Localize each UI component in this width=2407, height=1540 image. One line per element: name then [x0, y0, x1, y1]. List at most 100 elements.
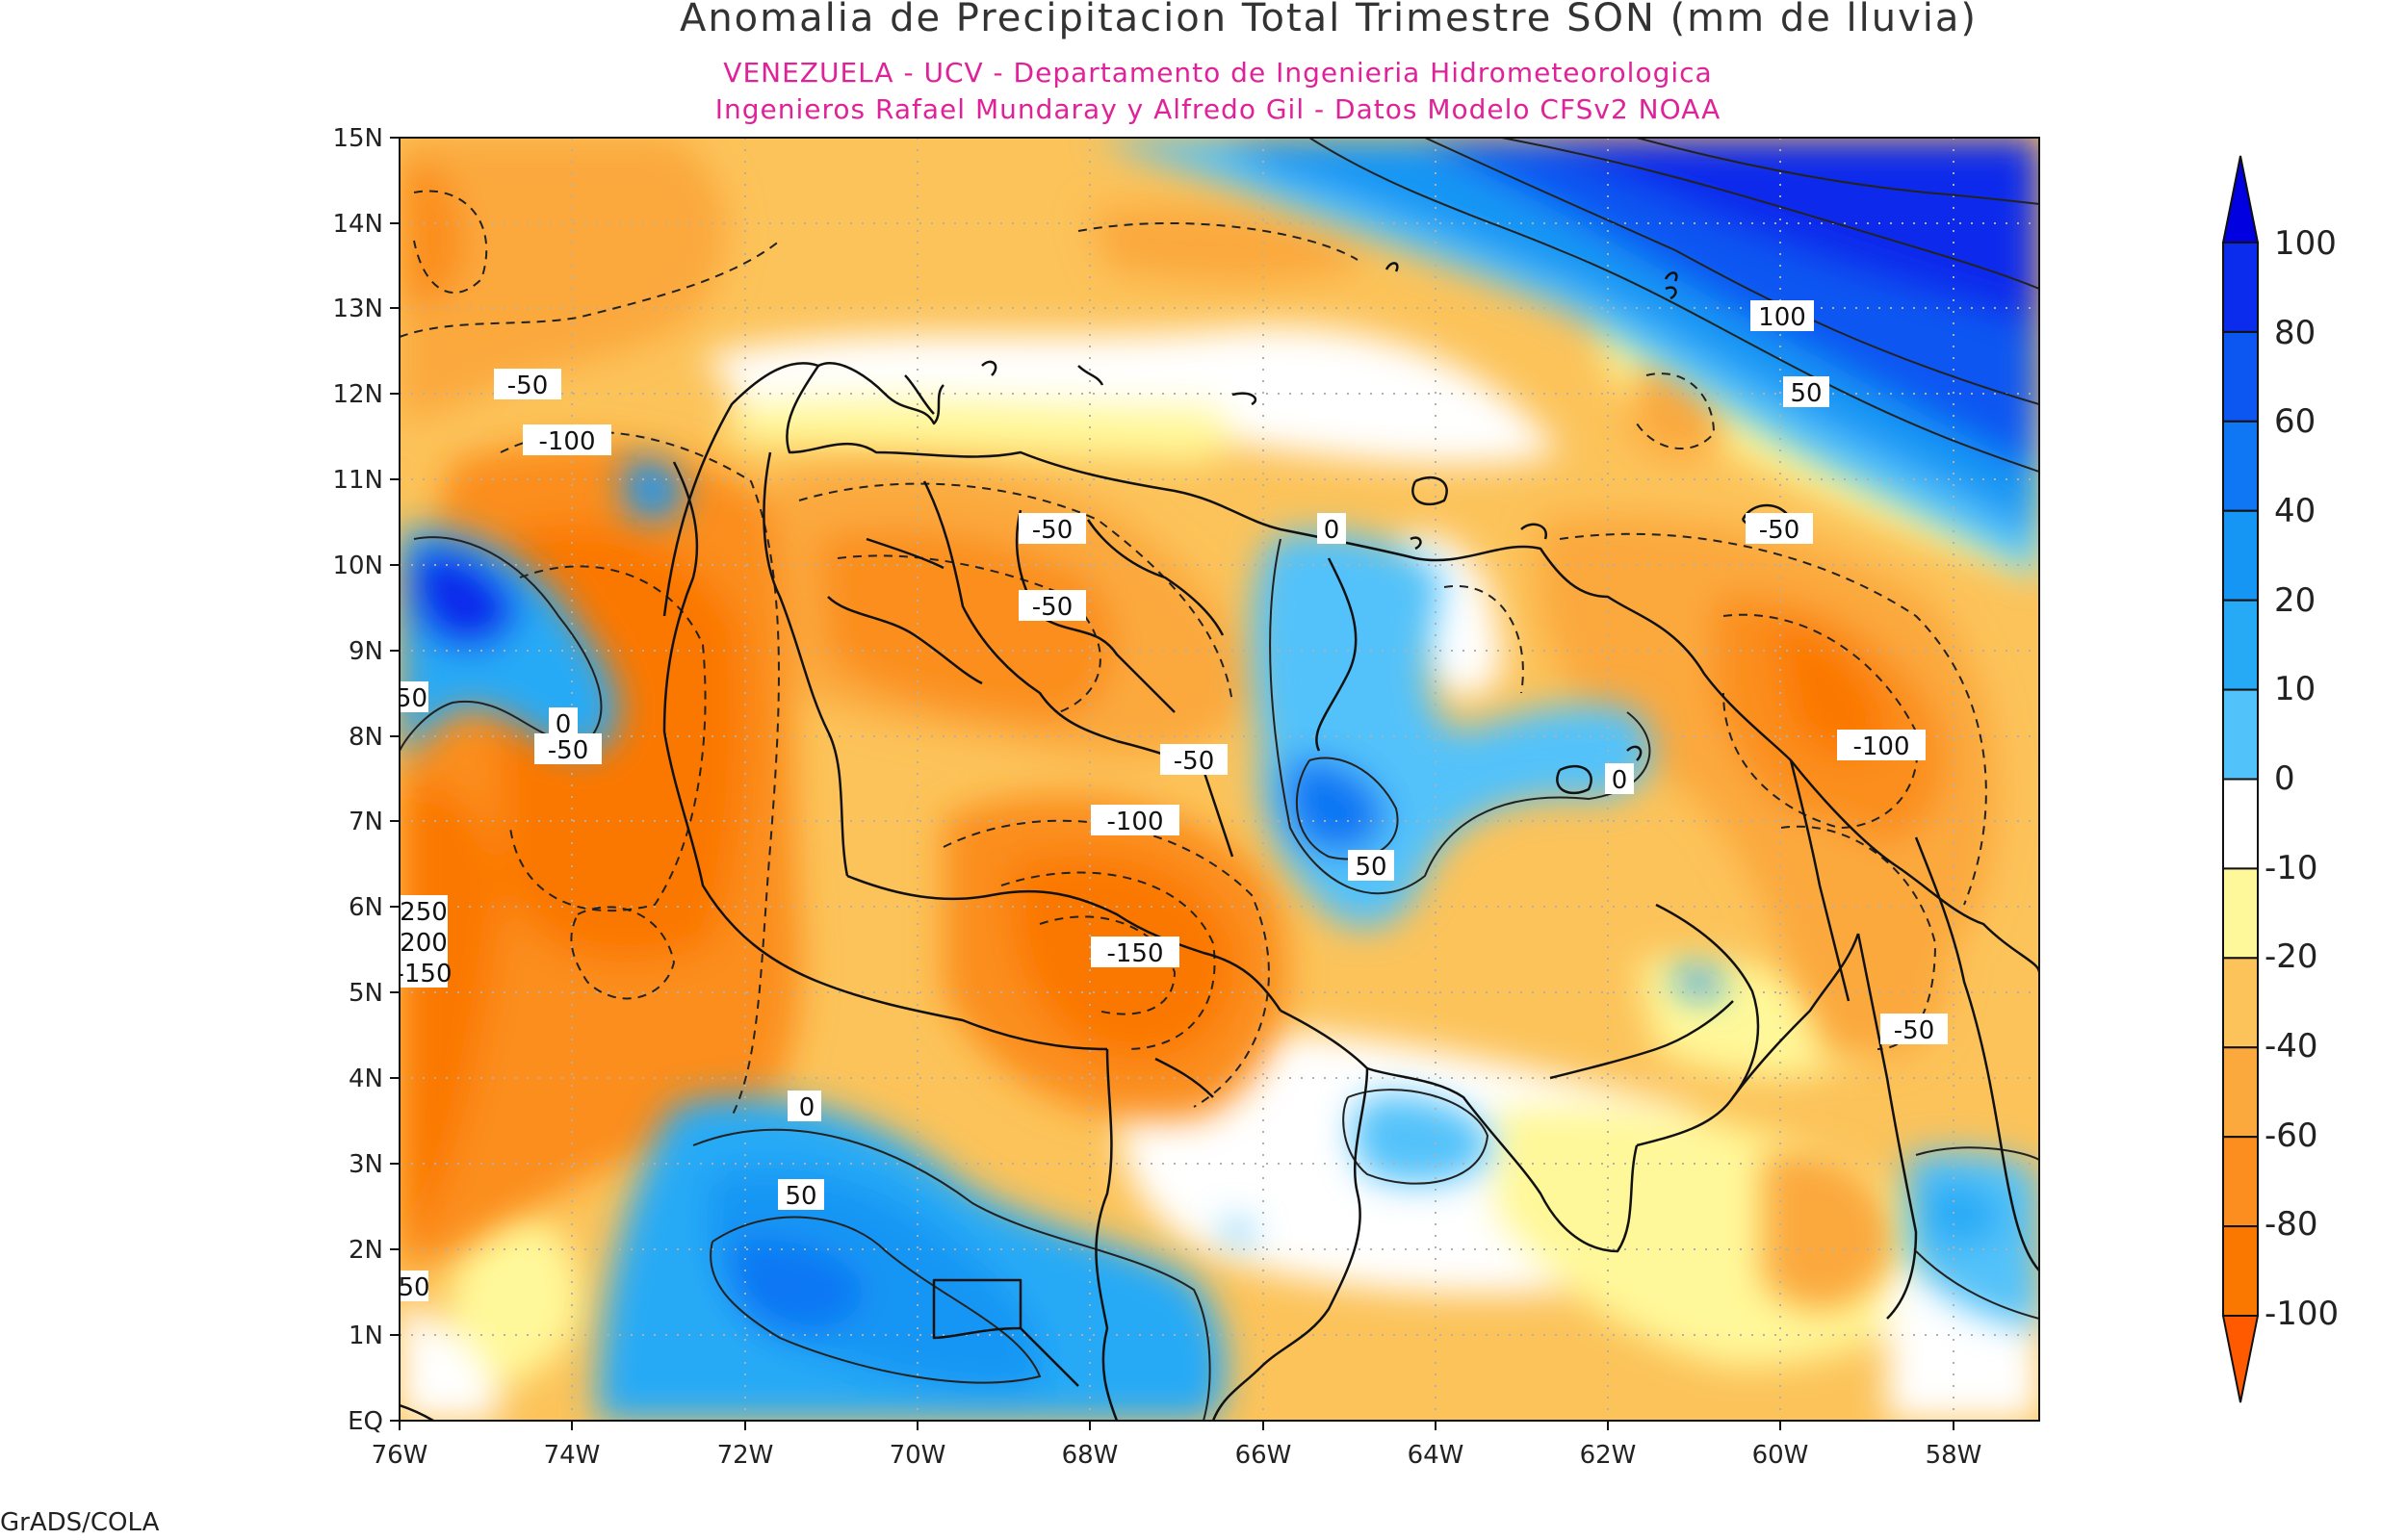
- contour-label: -150: [400, 957, 453, 988]
- svg-text:-50: -50: [507, 372, 548, 400]
- colorbar-segment: [2222, 1136, 2259, 1228]
- x-tick-label: 58W: [1926, 1441, 1982, 1470]
- map-subtitle-2: Ingenieros Rafael Mundaray y Alfredo Gil…: [715, 93, 1721, 125]
- x-tick-labels: 76W 74W 72W 70W 68W 66W 64W 62W 60W 58W: [372, 1441, 1982, 1470]
- svg-text:-100: -100: [1106, 808, 1163, 836]
- y-axis: [390, 137, 400, 1422]
- contour-label: 50: [398, 1270, 430, 1302]
- y-tick-label: EQ: [348, 1407, 383, 1436]
- x-tick-label: 72W: [717, 1441, 774, 1470]
- svg-text:50: 50: [785, 1182, 816, 1211]
- contour-lines-negative: [400, 190, 1987, 1117]
- x-tick-label: 76W: [372, 1441, 428, 1470]
- colorbar-segment: [2222, 1225, 2259, 1318]
- svg-text:-100: -100: [538, 427, 595, 456]
- colorbar-segment: [2222, 330, 2259, 423]
- colorbar-segment: [2222, 242, 2259, 333]
- svg-text:50: 50: [398, 1273, 429, 1302]
- contour-label: 200: [400, 926, 448, 958]
- colorbar-labels: 100 80 60 40 20 10 0 -10 -20 -40 -60 -80…: [2265, 224, 2339, 1333]
- svg-text:-100: -100: [1852, 732, 1909, 761]
- anomaly-fill-surplus: [400, 138, 2039, 1421]
- contour-label: 50: [1348, 850, 1394, 882]
- contour-label: -50: [494, 369, 561, 400]
- svg-text:0: 0: [1612, 766, 1628, 795]
- svg-text:100: 100: [1758, 303, 1806, 332]
- colorbar-label: -100: [2265, 1295, 2339, 1333]
- contour-label: 0: [799, 1093, 815, 1122]
- contour-label: -50: [534, 733, 602, 765]
- svg-text:-50: -50: [1759, 516, 1799, 545]
- colorbar-segment: [2222, 688, 2259, 781]
- contour-label: -100: [523, 424, 611, 456]
- svg-text:0: 0: [1324, 516, 1340, 545]
- y-tick-label: 2N: [349, 1236, 383, 1265]
- svg-text:250: 250: [400, 898, 448, 927]
- colorbar-label: -10: [2265, 849, 2318, 887]
- svg-text:-50: -50: [1174, 747, 1214, 776]
- y-tick-label: 12N: [332, 380, 383, 409]
- plot-frame: [399, 137, 2040, 1422]
- contour-label: 50: [1783, 376, 1829, 408]
- contour-label: 50: [778, 1179, 824, 1211]
- colorbar-segment: [2222, 957, 2259, 1049]
- svg-text:-150: -150: [1106, 939, 1163, 968]
- svg-text:-50: -50: [1032, 516, 1073, 545]
- y-tick-label: 7N: [349, 808, 383, 836]
- contour-label: -50: [1019, 513, 1086, 545]
- contour-label: -100: [1091, 805, 1179, 836]
- svg-text:-50: -50: [548, 736, 588, 765]
- colorbar-label: 60: [2274, 402, 2316, 441]
- colorbar-segment: [2222, 509, 2259, 602]
- contour-label: -100: [1837, 730, 1926, 761]
- x-tick-label: 70W: [890, 1441, 946, 1470]
- svg-text:50: 50: [1790, 379, 1822, 408]
- colorbar-segment: [2222, 867, 2259, 960]
- x-axis: [399, 1421, 1954, 1430]
- contour-label: -50: [387, 681, 428, 713]
- x-tick-label: 60W: [1752, 1441, 1809, 1470]
- colorbar-label: 40: [2274, 492, 2316, 530]
- x-tick-label: 62W: [1580, 1441, 1637, 1470]
- x-tick-label: 66W: [1235, 1441, 1292, 1470]
- colorbar: 100 80 60 40 20 10 0 -10 -20 -40 -60 -80…: [2221, 155, 2339, 1403]
- contour-label: -50: [1880, 1014, 1948, 1045]
- map-title: Anomalia de Precipitacion Total Trimestr…: [680, 0, 1978, 40]
- colorbar-label: 100: [2274, 224, 2337, 263]
- colorbar-segment: [2222, 778, 2259, 870]
- y-tick-labels: EQ 1N 2N 3N 4N 5N 6N 7N 8N 9N 10N 11N 12…: [332, 124, 383, 1436]
- svg-text:-50: -50: [387, 684, 427, 713]
- y-tick-label: 3N: [349, 1150, 383, 1179]
- contour-label: [788, 1091, 816, 1121]
- y-tick-label: 1N: [349, 1322, 383, 1350]
- colorbar-label: 0: [2274, 759, 2295, 798]
- svg-text:50: 50: [1355, 853, 1386, 882]
- y-tick-label: 8N: [349, 723, 383, 752]
- contour-label: 250: [400, 895, 448, 927]
- contour-label: 100: [1750, 300, 1814, 332]
- colorbar-label: 20: [2274, 581, 2316, 620]
- y-tick-label: 9N: [349, 637, 383, 666]
- svg-text:-50: -50: [1032, 593, 1073, 622]
- colorbar-segments: [2222, 242, 2259, 1318]
- contour-label: 0: [549, 707, 578, 739]
- colorbar-label: -40: [2265, 1027, 2318, 1065]
- svg-text:0: 0: [556, 710, 572, 739]
- contour-label: 0: [1605, 763, 1634, 795]
- svg-text:-50: -50: [1894, 1016, 1934, 1045]
- y-tick-label: 15N: [332, 124, 383, 153]
- colorbar-segment: [2222, 1046, 2259, 1139]
- y-tick-label: 6N: [349, 893, 383, 922]
- map-subtitle-1: VENEZUELA - UCV - Departamento de Ingeni…: [723, 57, 1712, 89]
- x-tick-label: 68W: [1062, 1441, 1119, 1470]
- colorbar-label: -80: [2265, 1205, 2318, 1244]
- contour-label: 0: [1317, 513, 1346, 545]
- colorbar-label: 10: [2274, 670, 2316, 708]
- coastlines-borders: [400, 262, 2039, 1421]
- y-tick-label: 13N: [332, 295, 383, 323]
- x-tick-label: 74W: [544, 1441, 601, 1470]
- y-tick-label: 4N: [349, 1065, 383, 1093]
- contour-labels: 100 50 -50 -100 -50 0 -50 -50 0 -50 -50 …: [387, 300, 1948, 1302]
- colorbar-label: 80: [2274, 314, 2316, 352]
